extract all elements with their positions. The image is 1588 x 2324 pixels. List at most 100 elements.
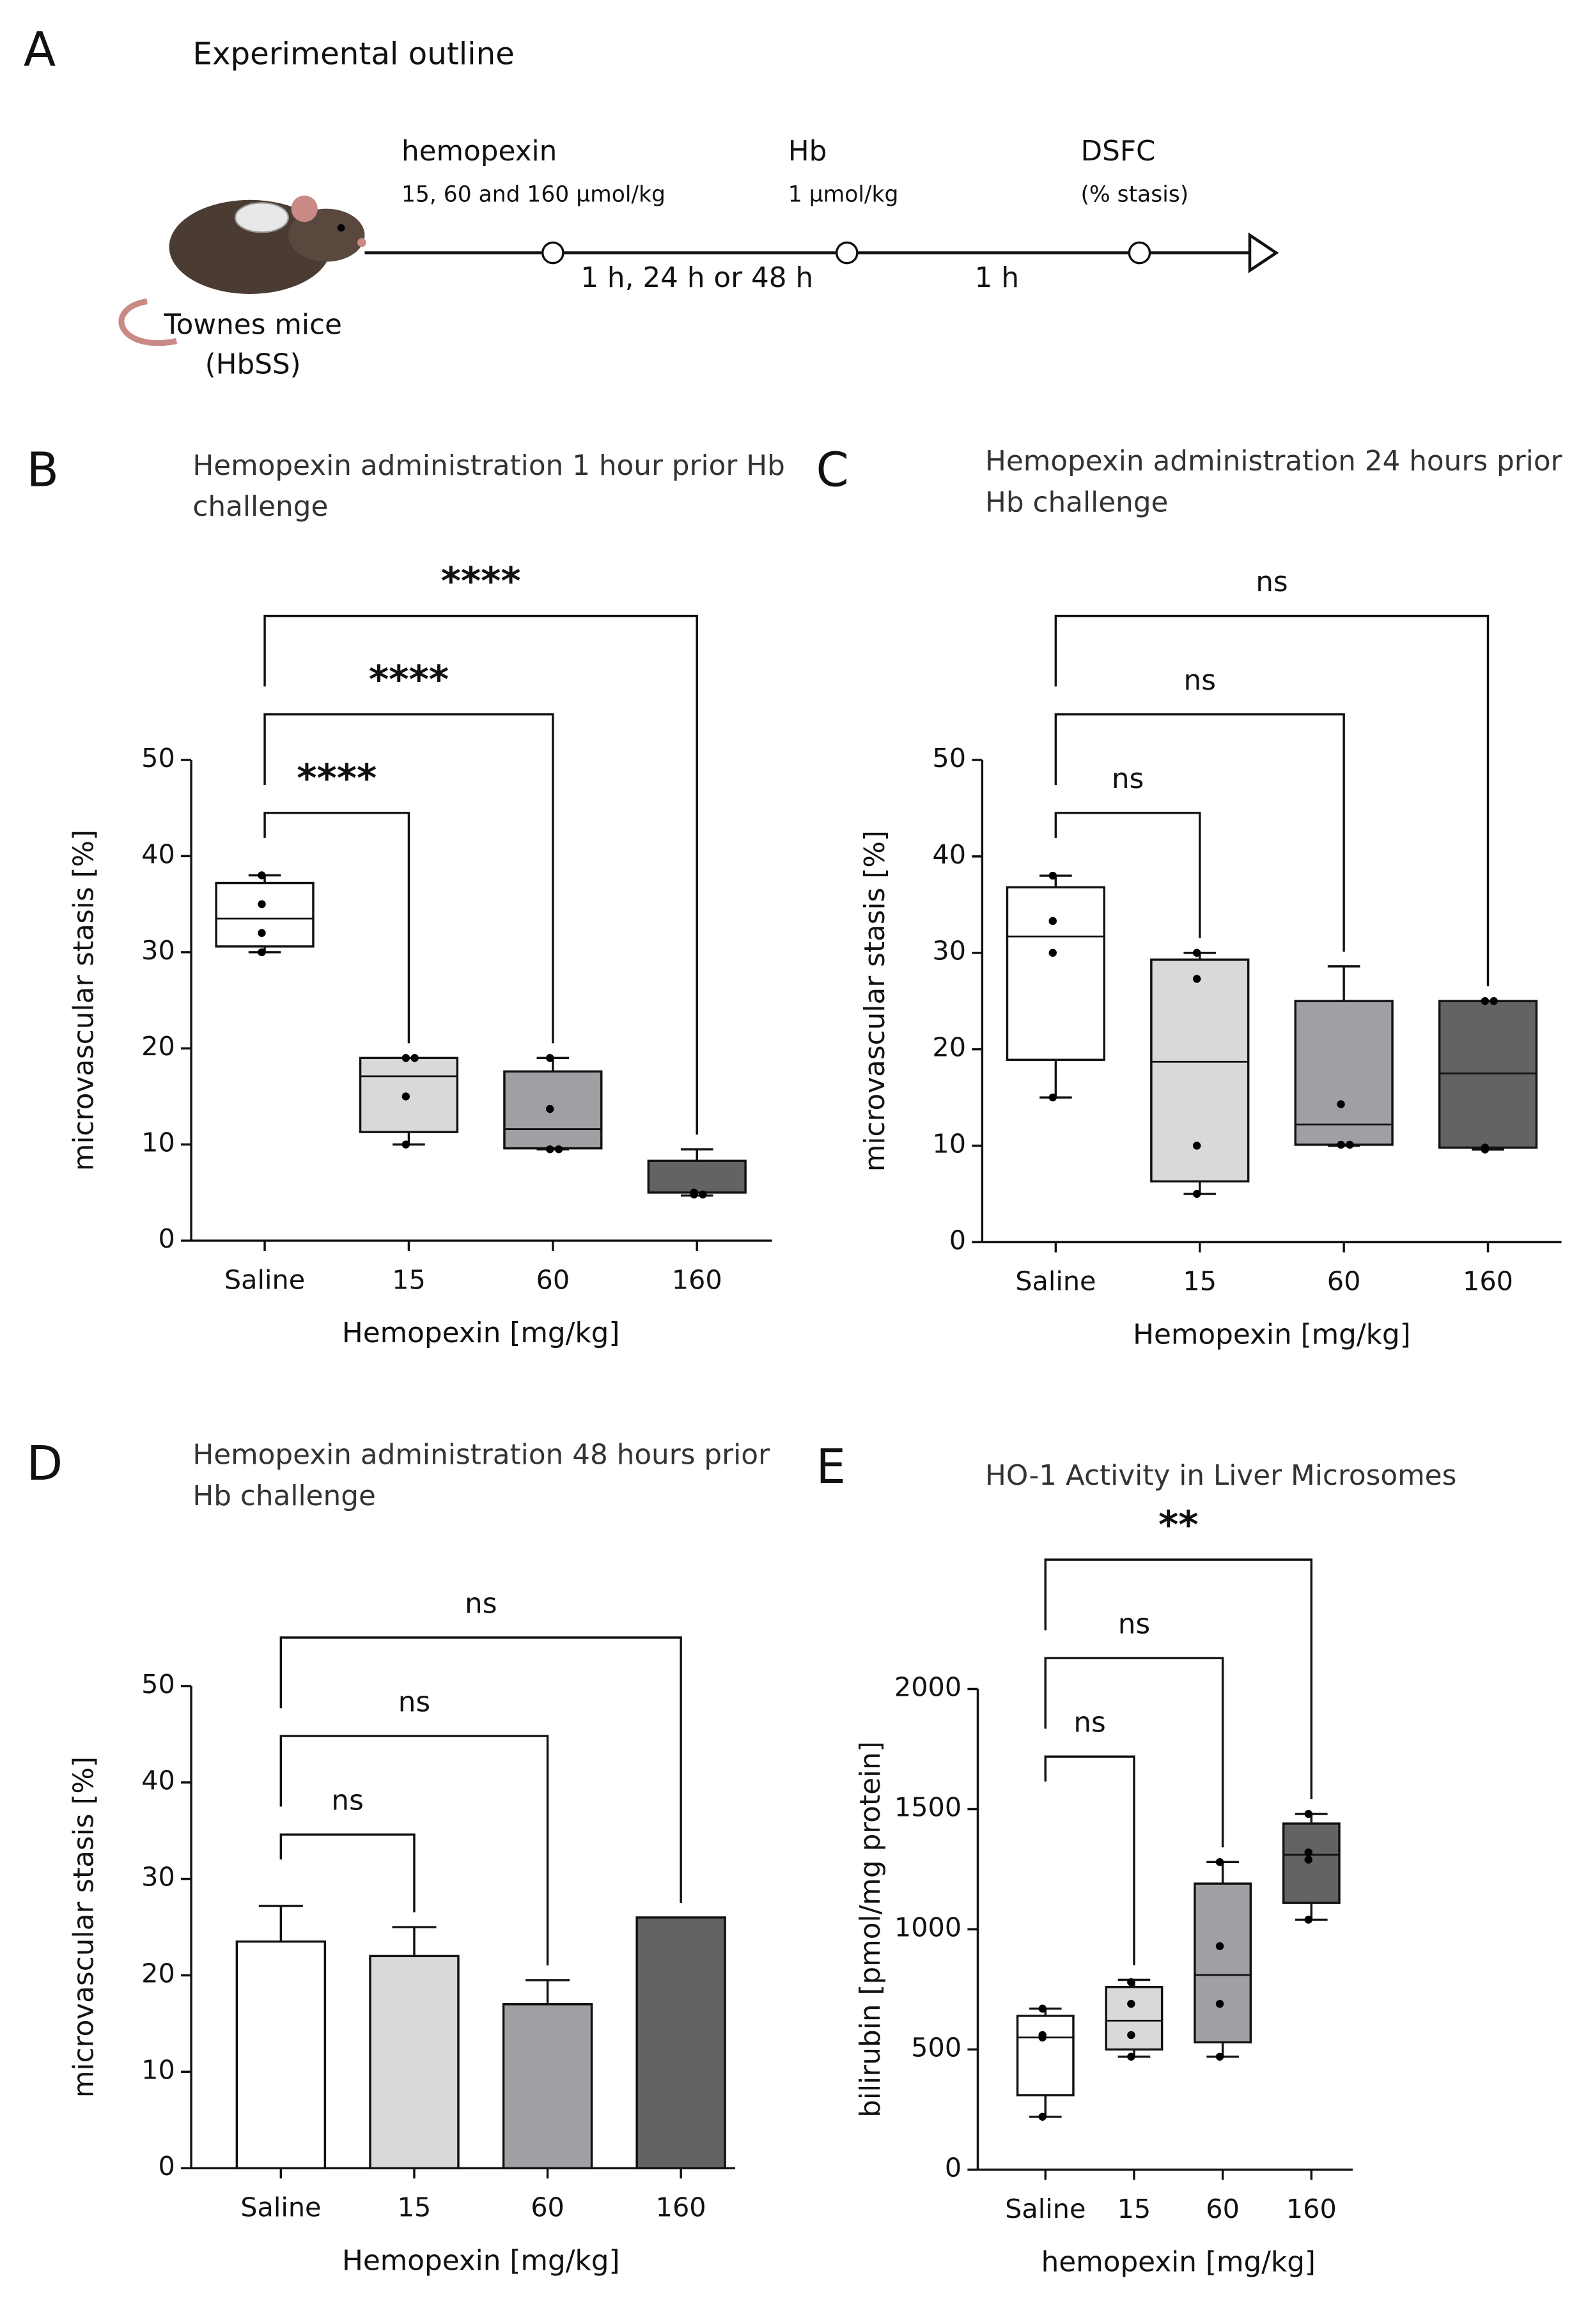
x-tick-label: 60 <box>1327 1266 1361 1297</box>
x-tick-label: Saline <box>240 2192 321 2223</box>
x-tick-label: 60 <box>1206 2194 1240 2224</box>
data-point <box>258 929 266 937</box>
x-axis-label: hemopexin [mg/kg] <box>1041 2246 1316 2279</box>
data-point <box>1304 1855 1312 1864</box>
x-axis-label: Hemopexin [mg/kg] <box>342 1317 620 1349</box>
interval: 1 h <box>975 261 1019 294</box>
y-tick-label: 0 <box>158 2151 175 2181</box>
data-point <box>1127 2052 1135 2061</box>
significance-label: **** <box>297 757 377 801</box>
bar <box>369 1955 460 2169</box>
y-axis-label: microvascular stasis [%] <box>67 1756 100 2098</box>
title-box: Hemopexin administration 24 hours prior … <box>985 445 1562 519</box>
data-point <box>1038 2033 1047 2041</box>
y-tick-label: 30 <box>141 935 175 966</box>
data-point <box>1127 1999 1135 2008</box>
y-tick-label: 40 <box>141 1765 175 1796</box>
box <box>1194 1882 1252 2043</box>
box <box>1016 2015 1075 2096</box>
x-tick-label: 15 <box>1117 2194 1151 2224</box>
y-tick-label: 10 <box>141 1127 175 1158</box>
y-axis-label: bilirubin [pmol/mg protein] <box>854 1741 887 2118</box>
title-box: HO-1 Activity in Liver Microsomes <box>985 1460 1456 1492</box>
y-tick-label: 0 <box>949 1225 966 1255</box>
y-tick-label: 1000 <box>894 1912 961 1943</box>
y-tick-label: 2000 <box>894 1671 961 1702</box>
y-tick-label: 20 <box>141 1958 175 1988</box>
box <box>1006 886 1105 1061</box>
chart-title: Hemopexin administration 48 hours prior … <box>192 1439 770 1513</box>
title-box: Hemopexin administration 48 hours prior … <box>192 1439 770 1513</box>
x-tick-label: 15 <box>398 2192 432 2223</box>
chart-title: Hemopexin administration 1 hour prior Hb… <box>192 449 785 523</box>
panel-letter: A <box>24 23 56 77</box>
y-tick-label: 40 <box>141 839 175 869</box>
data-point <box>1346 1140 1354 1149</box>
significance-bracket <box>263 812 410 1044</box>
significance-label: ns <box>398 1685 430 1718</box>
y-tick-label: 20 <box>141 1031 175 1062</box>
y-tick-label: 50 <box>141 743 175 773</box>
data-point <box>1048 871 1057 880</box>
box <box>647 1159 747 1194</box>
step-name: hemopexin <box>401 135 557 167</box>
x-tick-label: Saline <box>1015 1266 1096 1297</box>
data-point <box>546 1145 554 1154</box>
x-tick-label: 160 <box>656 2192 706 2223</box>
significance-label: ns <box>331 1785 363 1817</box>
outline-title: Experimental outline <box>192 36 515 72</box>
data-point <box>410 1054 419 1062</box>
significance-bracket <box>279 1735 549 1966</box>
data-point <box>1192 949 1201 957</box>
x-tick-label: 60 <box>531 2192 564 2223</box>
data-point <box>1215 2052 1224 2061</box>
data-point <box>1127 1978 1135 1987</box>
mouse-label: (HbSS) <box>205 348 301 381</box>
box <box>1294 1000 1394 1146</box>
x-tick-label: 60 <box>536 1264 570 1295</box>
data-point <box>1337 1140 1345 1149</box>
x-tick-label: 160 <box>1463 1266 1513 1297</box>
data-point <box>546 1054 554 1062</box>
timeline-arrow <box>1248 232 1279 274</box>
significance-label: ns <box>1073 1707 1105 1739</box>
data-point <box>699 1190 707 1199</box>
y-tick-label: 1500 <box>894 1792 961 1822</box>
y-tick-label: 20 <box>932 1032 966 1063</box>
step-detail: 1 µmol/kg <box>788 182 899 207</box>
x-axis-label: Hemopexin [mg/kg] <box>342 2244 620 2277</box>
significance-label: ns <box>465 1587 497 1620</box>
y-tick-label: 30 <box>932 936 966 966</box>
significance-bracket <box>1044 1558 1313 1800</box>
step-name: DSFC <box>1080 135 1155 167</box>
x-tick-label: 15 <box>392 1264 426 1295</box>
panel-letter: D <box>26 1437 63 1491</box>
significance-bracket <box>279 1636 682 1903</box>
timeline-node <box>1128 241 1151 265</box>
significance-bracket <box>1044 1657 1224 1848</box>
significance-label: ns <box>1256 566 1288 598</box>
data-point <box>1215 1858 1224 1866</box>
panel-letter: B <box>26 444 58 498</box>
box <box>215 881 315 948</box>
step-detail: 15, 60 and 160 µmol/kg <box>401 182 666 207</box>
data-point <box>258 871 266 879</box>
y-tick-label: 0 <box>158 1223 175 1254</box>
box <box>1438 1000 1538 1149</box>
y-tick-label: 500 <box>911 2033 961 2063</box>
timeline-node <box>835 241 859 265</box>
x-tick-label: 160 <box>1286 2194 1337 2224</box>
significance-bracket <box>1054 713 1345 952</box>
y-tick-label: 10 <box>932 1128 966 1159</box>
data-point <box>1192 1189 1201 1198</box>
data-point <box>690 1188 698 1197</box>
significance-bracket <box>1044 1755 1135 1965</box>
data-point <box>546 1104 554 1113</box>
data-point <box>1127 2031 1135 2040</box>
y-axis-label: microvascular stasis [%] <box>67 830 100 1171</box>
panel-letter: E <box>816 1440 846 1494</box>
data-point <box>1304 1848 1312 1857</box>
panel-letter: C <box>816 444 848 498</box>
data-point <box>1192 1142 1201 1150</box>
